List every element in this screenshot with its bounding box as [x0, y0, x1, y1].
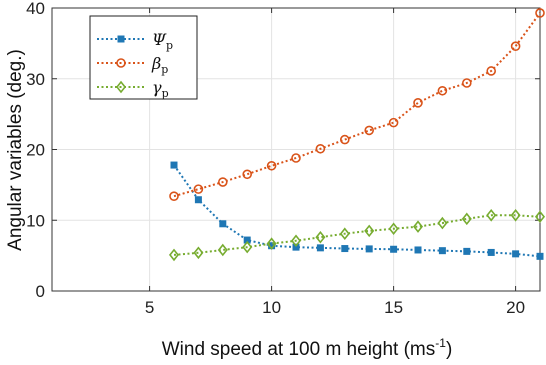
data-point [291, 153, 301, 163]
data-point [292, 243, 300, 251]
x-axis-label-sup: -1 [435, 336, 446, 350]
data-point [536, 252, 544, 260]
data-point [388, 117, 399, 128]
data-point [390, 245, 398, 253]
data-point [512, 250, 520, 258]
legend-subscript: p [162, 87, 169, 100]
x-axis-label-end: ) [446, 339, 452, 360]
legend-symbol: γ [152, 78, 162, 97]
legend-entry: Ψp [97, 30, 173, 52]
data-point [463, 247, 471, 255]
data-point [193, 246, 204, 260]
data-point [290, 234, 302, 248]
data-point [486, 209, 497, 222]
series-line [173, 164, 541, 258]
legend-box [89, 15, 198, 100]
data-point [437, 216, 448, 230]
data-point [535, 8, 545, 18]
data-point [438, 247, 446, 255]
x-axis-ticks: 5 10 15 20 [145, 8, 525, 317]
data-point [341, 245, 349, 253]
series-square [170, 161, 544, 260]
data-point [413, 98, 423, 108]
y-axis-ticks: 0 10 20 30 40 [26, 0, 540, 301]
x-tick-label: 5 [145, 298, 154, 317]
data-point [315, 230, 326, 244]
x-tick-label: 10 [262, 298, 281, 317]
legend-symbol: β [151, 54, 161, 73]
y-tick-label: 40 [26, 0, 45, 18]
series-line [173, 214, 541, 256]
y-axis-label: Angular variables (deg.) [5, 49, 26, 251]
data-point [266, 160, 277, 171]
data-point [266, 237, 277, 250]
series-layer [168, 8, 546, 262]
x-axis-label-main: Wind speed at 100 m height (ms [162, 339, 436, 360]
data-point [388, 222, 399, 236]
legend-marker [117, 35, 125, 43]
legend-subscript: p [166, 39, 173, 52]
series-line [173, 12, 541, 198]
x-axis-label: Wind speed at 100 m height (ms-1) [162, 336, 453, 360]
data-point [168, 248, 180, 262]
legend-entry: γp [97, 78, 169, 100]
y-tick-label: 20 [26, 141, 45, 160]
data-point [169, 191, 179, 201]
legend-entry: βp [97, 54, 168, 76]
data-point [486, 66, 497, 76]
data-point [364, 224, 375, 238]
data-point [242, 240, 253, 254]
data-point [487, 248, 495, 256]
legend-label: βp [151, 54, 168, 76]
data-point [339, 134, 350, 145]
data-point [365, 245, 373, 253]
data-point [364, 125, 375, 136]
x-tick-label: 20 [506, 298, 525, 317]
data-point [316, 244, 324, 252]
data-point [461, 78, 472, 88]
legend-label: Ψp [152, 30, 173, 52]
data-point [510, 209, 521, 222]
data-point [217, 243, 228, 257]
legend-symbol: Ψ [152, 30, 167, 49]
data-point [219, 220, 227, 228]
data-point [534, 210, 546, 223]
data-point [242, 169, 252, 180]
legend-subscript: p [161, 63, 168, 76]
y-tick-label: 0 [36, 282, 45, 301]
data-point [461, 212, 472, 226]
data-point [510, 41, 521, 52]
data-point [414, 246, 422, 254]
legend-label: γp [152, 78, 169, 100]
data-point [170, 161, 178, 169]
data-point [437, 85, 448, 96]
y-tick-label: 30 [26, 70, 45, 89]
x-tick-label: 15 [384, 298, 403, 317]
data-point [193, 184, 204, 194]
series-diamond [168, 209, 546, 262]
data-point [194, 196, 202, 204]
data-point [315, 143, 326, 154]
legend-marker [115, 80, 127, 94]
data-point [412, 220, 424, 233]
data-point [218, 177, 228, 187]
series-circle [169, 8, 545, 201]
y-tick-label: 10 [26, 211, 45, 230]
data-point [339, 227, 350, 240]
legend-marker [116, 58, 126, 68]
